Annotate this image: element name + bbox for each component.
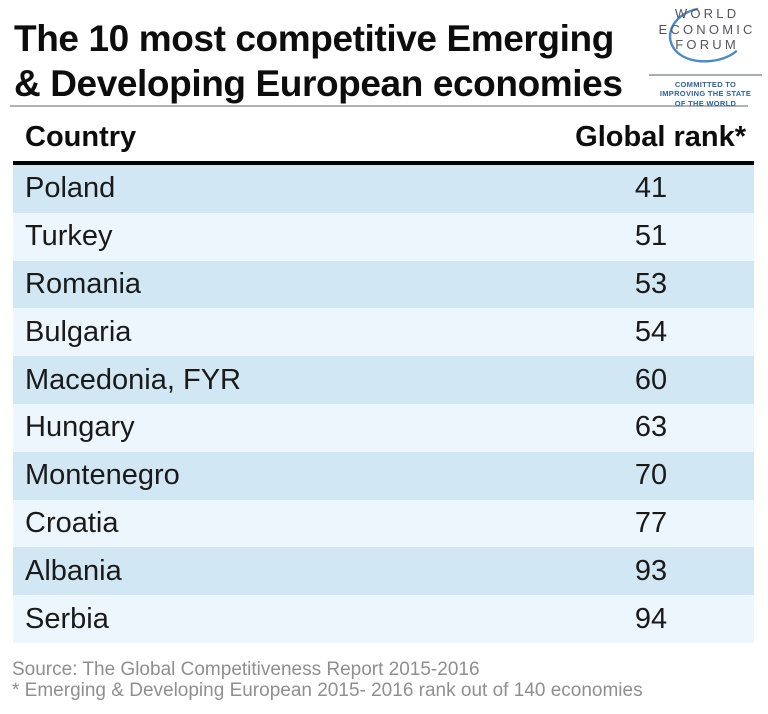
rank-cell: 60 <box>634 363 668 396</box>
wef-tagline: COMMITTED TO IMPROVING THE STATE OF THE … <box>649 80 762 109</box>
wef-logo-divider <box>649 73 762 76</box>
table-row: Bulgaria 54 <box>13 308 754 357</box>
rank-cell: 77 <box>634 506 668 539</box>
country-cell: Hungary <box>25 411 135 444</box>
source-note: Source: The Global Competitiveness Repor… <box>12 658 480 680</box>
competitiveness-table: Country Global rank* Poland 41 Turkey 51… <box>13 107 754 643</box>
rank-cell: 70 <box>634 459 668 492</box>
country-cell: Romania <box>25 267 142 300</box>
country-cell: Montenegro <box>25 459 180 492</box>
table-header-row: Country Global rank* <box>13 107 754 165</box>
country-cell: Albania <box>25 554 122 587</box>
country-cell: Macedonia, FYR <box>25 363 241 396</box>
table-row: Serbia 94 <box>13 595 754 643</box>
rank-cell: 41 <box>634 172 668 205</box>
table-row: Romania 53 <box>13 260 754 309</box>
title-divider <box>10 105 748 107</box>
country-cell: Croatia <box>25 506 119 539</box>
page-title-line1: The 10 most competitive Emerging <box>14 18 614 59</box>
table-row: Macedonia, FYR 60 <box>13 356 754 404</box>
footnotes: Source: The Global Competitiveness Repor… <box>12 659 754 702</box>
asterisk-note: * Emerging & Developing European 2015- 2… <box>12 680 643 702</box>
wef-tagline-line2: IMPROVING THE STATE <box>659 89 752 98</box>
wef-word-economic: ECONOMIC <box>658 21 756 37</box>
rank-cell: 63 <box>634 411 668 444</box>
wef-tagline-line1: COMMITTED TO <box>674 79 737 89</box>
table-row: Croatia 77 <box>13 499 754 548</box>
table-body: Poland 41 Turkey 51 Romania 53 Bulgaria … <box>13 165 754 643</box>
rank-cell: 54 <box>634 315 668 348</box>
rank-cell: 53 <box>634 267 668 300</box>
rank-cell: 93 <box>634 554 668 587</box>
wef-tagline-line3: OF THE WORLD <box>674 98 737 108</box>
column-header-global-rank: Global rank* <box>575 121 746 153</box>
rank-cell: 94 <box>634 602 668 635</box>
country-cell: Poland <box>25 172 116 205</box>
table-row: Hungary 63 <box>13 403 754 452</box>
table-row: Poland 41 <box>13 165 754 213</box>
column-header-country: Country <box>25 121 137 153</box>
table-row: Turkey 51 <box>13 212 754 261</box>
page-title-line2: & Developing European economies <box>14 63 623 104</box>
country-cell: Turkey <box>25 220 113 253</box>
page-title: The 10 most competitive Emerging & Devel… <box>14 16 623 106</box>
wef-logo-wordmark: WORLD ECONOMIC FORUM <box>649 6 762 53</box>
masthead: The 10 most competitive Emerging & Devel… <box>0 0 768 108</box>
wef-word-forum: FORUM <box>675 37 739 52</box>
rank-cell: 51 <box>634 220 668 253</box>
wef-logo: WORLD ECONOMIC FORUM COMMITTED TO IMPROV… <box>649 6 762 108</box>
table-row: Montenegro 70 <box>13 451 754 500</box>
country-cell: Serbia <box>25 602 109 635</box>
table-row: Albania 93 <box>13 547 754 596</box>
wef-word-world: WORLD <box>674 6 740 21</box>
country-cell: Bulgaria <box>25 315 132 348</box>
